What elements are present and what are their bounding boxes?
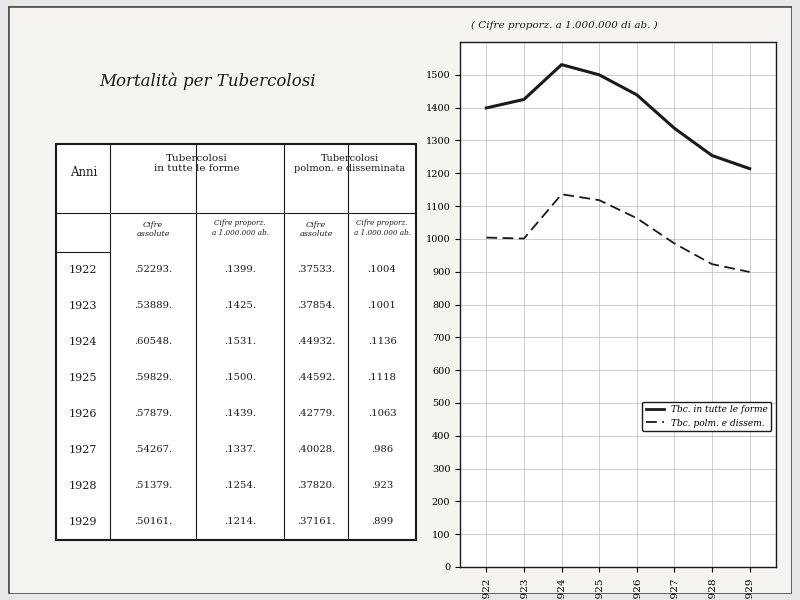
Text: .60548.: .60548.	[134, 337, 172, 346]
Text: 1925: 1925	[69, 373, 98, 383]
Text: .899: .899	[371, 517, 393, 527]
Text: 1922: 1922	[69, 265, 98, 275]
Text: .44592.: .44592.	[297, 373, 335, 383]
Text: .1004: .1004	[367, 265, 397, 275]
Text: .1439.: .1439.	[224, 409, 256, 419]
Text: .42779.: .42779.	[297, 409, 335, 419]
Text: Cifre proporz.
a 1.000.000 ab.: Cifre proporz. a 1.000.000 ab.	[354, 220, 410, 236]
Text: .1214.: .1214.	[224, 517, 256, 527]
Text: 1924: 1924	[69, 337, 98, 347]
Text: .53889.: .53889.	[134, 301, 172, 311]
Text: 1923: 1923	[69, 301, 98, 311]
Text: 1929: 1929	[69, 517, 98, 527]
Legend: Tbc. in tutte le forme, Tbc. polm. e dissem.: Tbc. in tutte le forme, Tbc. polm. e dis…	[642, 401, 771, 431]
Text: .37533.: .37533.	[297, 265, 335, 275]
Text: .1425.: .1425.	[224, 301, 256, 311]
Text: .986: .986	[371, 445, 393, 455]
Text: .923: .923	[371, 481, 393, 491]
Text: Tubercolosi
in tutte le forme: Tubercolosi in tutte le forme	[154, 154, 240, 173]
Text: .52293.: .52293.	[134, 265, 172, 275]
Text: Tubercolosi
polmon. e disseminata: Tubercolosi polmon. e disseminata	[294, 154, 406, 173]
Text: .51379.: .51379.	[134, 481, 172, 491]
Text: .1001: .1001	[367, 301, 397, 311]
Text: .37820.: .37820.	[297, 481, 335, 491]
Text: .1399.: .1399.	[224, 265, 256, 275]
Text: .1500.: .1500.	[224, 373, 256, 383]
Text: Anni: Anni	[70, 166, 97, 179]
Text: .40028.: .40028.	[297, 445, 335, 455]
Text: .44932.: .44932.	[297, 337, 335, 346]
Text: 1926: 1926	[69, 409, 98, 419]
Text: .54267.: .54267.	[134, 445, 172, 455]
Text: .1337.: .1337.	[224, 445, 256, 455]
Text: .1531.: .1531.	[224, 337, 256, 346]
Text: 1928: 1928	[69, 481, 98, 491]
Text: Cifre proporz.
a 1.000.000 ab.: Cifre proporz. a 1.000.000 ab.	[211, 220, 269, 236]
Text: Cifre
assolute: Cifre assolute	[137, 221, 170, 238]
Text: .50161.: .50161.	[134, 517, 172, 527]
Text: .1136: .1136	[368, 337, 396, 346]
Text: .37161.: .37161.	[297, 517, 335, 527]
Text: ( Cifre proporz. a 1.000.000 di ab. ): ( Cifre proporz. a 1.000.000 di ab. )	[470, 21, 658, 30]
Text: .1254.: .1254.	[224, 481, 256, 491]
Text: .37854.: .37854.	[297, 301, 335, 311]
Text: 1927: 1927	[69, 445, 98, 455]
Text: .1118: .1118	[367, 373, 397, 383]
Text: Mortalità per Tubercolosi: Mortalità per Tubercolosi	[100, 72, 316, 89]
Text: .1063: .1063	[368, 409, 396, 419]
Text: .57879.: .57879.	[134, 409, 172, 419]
Text: .59829.: .59829.	[134, 373, 172, 383]
Text: Cifre
assolute: Cifre assolute	[299, 221, 333, 238]
